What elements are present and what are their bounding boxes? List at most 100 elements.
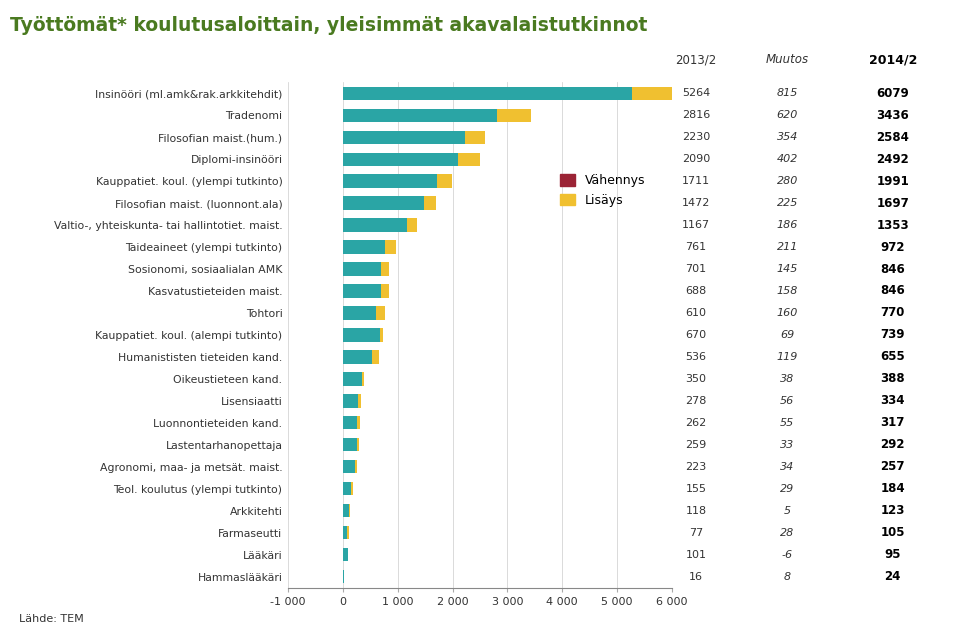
Text: 770: 770 xyxy=(880,307,905,320)
Bar xyxy=(343,438,357,451)
Text: 6079: 6079 xyxy=(876,87,909,100)
Text: 536: 536 xyxy=(685,352,707,362)
Bar xyxy=(343,504,349,518)
Text: 2090: 2090 xyxy=(682,154,710,164)
Bar xyxy=(380,284,389,298)
Text: 33: 33 xyxy=(780,440,794,450)
Text: 688: 688 xyxy=(685,286,707,296)
Text: 334: 334 xyxy=(880,394,905,408)
Text: 2584: 2584 xyxy=(876,131,909,143)
Bar xyxy=(343,394,358,408)
Text: Muutos: Muutos xyxy=(766,53,808,66)
Text: 158: 158 xyxy=(777,286,798,296)
Text: 3436: 3436 xyxy=(876,109,909,121)
Bar xyxy=(343,131,466,143)
Bar xyxy=(343,174,437,188)
Bar xyxy=(458,152,480,166)
Text: 29: 29 xyxy=(780,484,794,494)
Text: 2230: 2230 xyxy=(682,132,710,142)
Text: 34: 34 xyxy=(780,462,794,472)
Text: 972: 972 xyxy=(880,241,905,253)
Text: 95: 95 xyxy=(884,549,901,561)
Bar xyxy=(497,109,531,122)
Bar xyxy=(437,174,452,188)
Bar xyxy=(379,329,383,341)
Bar xyxy=(381,262,389,276)
Bar xyxy=(343,152,458,166)
Text: 739: 739 xyxy=(880,329,905,341)
Bar xyxy=(343,262,381,276)
Text: 28: 28 xyxy=(780,528,794,538)
Text: Työttömät* koulutusaloittain, yleisimmät akavalaistutkinnot: Työttömät* koulutusaloittain, yleisimmät… xyxy=(10,16,647,35)
Bar xyxy=(407,219,417,232)
Text: 620: 620 xyxy=(777,110,798,120)
Text: 610: 610 xyxy=(685,308,707,318)
Bar xyxy=(385,240,396,253)
Text: 280: 280 xyxy=(777,176,798,186)
Bar xyxy=(357,416,360,430)
Text: 56: 56 xyxy=(780,396,794,406)
Text: 257: 257 xyxy=(880,460,905,473)
Text: 2014/2: 2014/2 xyxy=(869,53,917,66)
Text: 670: 670 xyxy=(685,330,707,340)
Bar xyxy=(351,482,353,495)
Bar xyxy=(362,372,364,386)
Text: 101: 101 xyxy=(685,550,707,560)
Bar xyxy=(343,219,407,232)
Text: 223: 223 xyxy=(685,462,707,472)
Text: 2013/2: 2013/2 xyxy=(676,53,716,66)
Text: -6: -6 xyxy=(781,550,793,560)
Text: 77: 77 xyxy=(689,528,703,538)
Text: 1353: 1353 xyxy=(876,219,909,231)
Bar xyxy=(466,131,485,143)
Legend: Vähennys, Lisäys: Vähennys, Lisäys xyxy=(560,174,646,207)
Text: 55: 55 xyxy=(780,418,794,428)
Text: 155: 155 xyxy=(685,484,707,494)
Text: 118: 118 xyxy=(685,506,707,516)
Text: 16: 16 xyxy=(689,572,703,582)
Text: 1991: 1991 xyxy=(876,174,909,188)
Text: 1711: 1711 xyxy=(682,176,710,186)
Bar xyxy=(376,307,385,320)
Bar xyxy=(343,284,380,298)
Text: 846: 846 xyxy=(880,262,905,276)
Bar xyxy=(343,240,385,253)
Text: 5264: 5264 xyxy=(682,88,710,98)
Bar xyxy=(343,372,362,386)
Text: 761: 761 xyxy=(685,242,707,252)
Text: 160: 160 xyxy=(777,308,798,318)
Text: 1472: 1472 xyxy=(682,198,710,208)
Bar xyxy=(343,350,372,363)
Text: 655: 655 xyxy=(880,350,905,363)
Text: 1167: 1167 xyxy=(682,220,710,230)
Text: 119: 119 xyxy=(777,352,798,362)
Text: 184: 184 xyxy=(880,482,905,495)
Bar xyxy=(372,350,379,363)
Text: 354: 354 xyxy=(777,132,798,142)
Text: 69: 69 xyxy=(780,330,794,340)
Bar xyxy=(343,197,423,210)
Bar xyxy=(343,482,351,495)
Text: 278: 278 xyxy=(685,396,707,406)
Text: Lähde: TEM: Lähde: TEM xyxy=(19,614,84,624)
Bar xyxy=(343,329,379,341)
Text: 815: 815 xyxy=(777,88,798,98)
Text: 8: 8 xyxy=(783,572,791,582)
Text: 292: 292 xyxy=(880,439,905,451)
Bar xyxy=(343,526,348,539)
Bar xyxy=(355,460,357,473)
Bar xyxy=(343,548,348,561)
Text: 123: 123 xyxy=(880,504,905,518)
Bar xyxy=(358,394,361,408)
Text: 350: 350 xyxy=(685,374,707,384)
Bar xyxy=(343,109,497,122)
Text: 402: 402 xyxy=(777,154,798,164)
Text: 846: 846 xyxy=(880,284,905,298)
Text: 225: 225 xyxy=(777,198,798,208)
Text: 1697: 1697 xyxy=(876,197,909,210)
Text: 2492: 2492 xyxy=(876,152,909,166)
Bar xyxy=(632,87,677,100)
Bar xyxy=(343,87,632,100)
Bar xyxy=(343,416,357,430)
Text: 211: 211 xyxy=(777,242,798,252)
